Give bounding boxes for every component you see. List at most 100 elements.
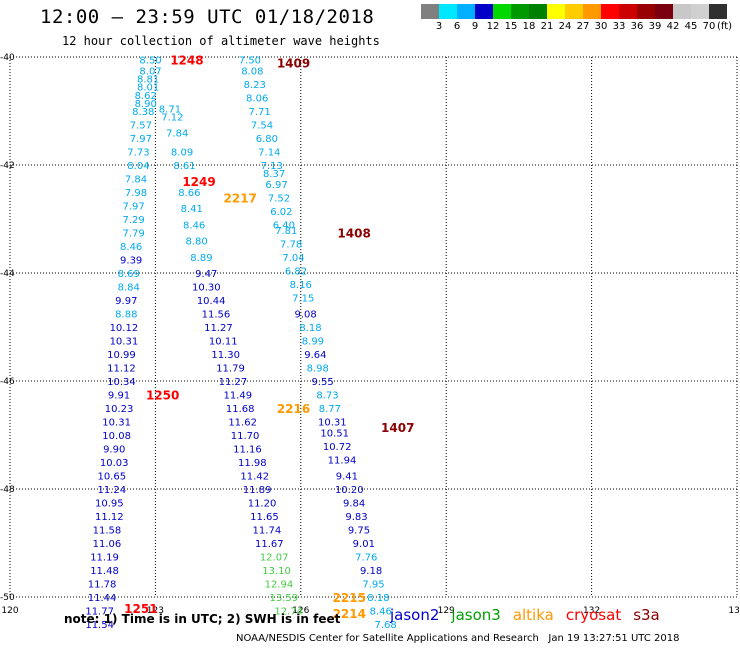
swh-value-label: 8.84 <box>118 283 140 294</box>
satellite-altika: altika <box>512 606 554 624</box>
swh-value-label: 7.97 <box>130 134 152 145</box>
swh-value-label: 11.27 <box>219 377 248 388</box>
swh-value-label: 8.90 <box>135 99 157 110</box>
swh-value-label: 10.11 <box>209 337 238 348</box>
satellite-jason2: jason2 <box>390 606 440 624</box>
swh-value-label: 10.23 <box>105 404 134 415</box>
swh-value-label: 8.38 <box>132 107 154 118</box>
swh-value-label: 8.89 <box>190 253 212 264</box>
swh-value-label: 7.97 <box>122 202 144 213</box>
legend-swatches <box>421 4 727 19</box>
swh-value-label: 9.83 <box>345 512 367 523</box>
swh-value-label: 7.95 <box>362 580 384 591</box>
swh-value-label: 8.61 <box>173 161 195 172</box>
satellite-jason3: jason3 <box>451 606 501 624</box>
legend-swatch <box>709 4 727 19</box>
swh-value-label: 11.58 <box>93 526 122 537</box>
swh-value-label: 7.15 <box>292 293 314 304</box>
swh-value-label: 8.66 <box>178 188 200 199</box>
swh-value-label: 11.06 <box>93 539 122 550</box>
legend-labels: 3 6 9 12 15 18 21 24 27 30 33 36 39 42 45 70 (ft) <box>421 21 732 35</box>
legend-label: 3 <box>435 21 443 32</box>
swh-value-label: 7.76 <box>355 553 377 564</box>
swh-value-label: 12.07 <box>260 553 289 564</box>
swh-value-label: 11.12 <box>95 512 124 523</box>
swh-value-label: 8.07 <box>139 67 161 78</box>
swh-value-label: 7.52 <box>268 193 290 204</box>
swh-value-label: 11.48 <box>90 566 119 577</box>
swh-value-label: 8.80 <box>185 237 207 248</box>
swh-value-label: 10.95 <box>95 499 124 510</box>
swh-value-label: 8.16 <box>290 280 312 291</box>
satellite-key: jason2 jason3 altika cryosat s3a <box>390 606 660 624</box>
swh-value-label: 11.16 <box>233 445 262 456</box>
swh-value-label: 8.46 <box>370 607 392 618</box>
legend-swatch <box>655 4 673 19</box>
legend-label: 42 <box>666 21 680 32</box>
swh-value-label: 10.08 <box>102 431 131 442</box>
legend-label: 70 <box>702 21 716 32</box>
legend-swatch <box>691 4 709 19</box>
swh-value-label: 9.08 <box>295 310 317 321</box>
swh-value-label: 8.41 <box>181 204 203 215</box>
swh-value-label: 7.84 <box>166 129 188 140</box>
swh-value-label: 9.75 <box>348 526 370 537</box>
legend-unit: (ft) <box>717 21 733 32</box>
x-tick-label: 120 <box>1 606 18 616</box>
swh-value-label: 7.79 <box>122 229 144 240</box>
swh-value-label: 11.56 <box>202 310 231 321</box>
swh-value-label: 10.65 <box>97 472 126 483</box>
swh-value-label: 7.14 <box>258 148 280 159</box>
swh-value-label: 8.73 <box>316 391 338 402</box>
swh-value-label: 11.44 <box>88 593 117 604</box>
swh-value-label: 12.94 <box>265 580 294 591</box>
swh-value-label: 7.81 <box>275 226 297 237</box>
swh-value-label: 9.97 <box>115 296 137 307</box>
swh-value-label: 13.10 <box>262 566 291 577</box>
legend-swatch <box>619 4 637 19</box>
swh-value-label: 9.41 <box>336 472 358 483</box>
x-tick-label: 135 <box>728 606 740 616</box>
swh-value-label: 8.77 <box>319 404 341 415</box>
legend-label: 30 <box>594 21 608 32</box>
legend-swatch <box>439 4 457 19</box>
swh-value-label: 11.74 <box>253 526 282 537</box>
units-note: note: 1) Time is in UTC; 2) SWH is in fe… <box>64 612 341 626</box>
swh-value-label: 10.44 <box>197 296 226 307</box>
swh-value-label: 6.02 <box>270 207 292 218</box>
swh-value-label: 10.31 <box>102 418 131 429</box>
swh-value-label: 8.08 <box>241 67 263 78</box>
swh-value-label: 8.98 <box>307 364 329 375</box>
legend-swatch <box>421 4 439 19</box>
pass-time-label: 2214 <box>333 607 366 621</box>
legend-swatch <box>511 4 529 19</box>
swh-value-label: 7.73 <box>127 148 149 159</box>
y-tick-label: -44 <box>0 269 15 279</box>
swh-value-label: 6.40 <box>273 220 295 231</box>
swh-value-label: 8.69 <box>118 269 140 280</box>
legend-swatch <box>475 4 493 19</box>
swh-value-label: 10.51 <box>320 428 349 439</box>
swh-value-label: 7.50 <box>239 56 261 67</box>
x-tick-label: 123 <box>147 606 164 616</box>
swh-value-label: 7.57 <box>130 121 152 132</box>
swh-value-label: 11.68 <box>226 404 255 415</box>
swh-value-label: 8.04 <box>127 161 149 172</box>
swh-value-label: 11.49 <box>223 391 252 402</box>
x-tick-label: 126 <box>292 606 309 616</box>
swh-value-label: 9.39 <box>120 256 142 267</box>
legend-swatch <box>583 4 601 19</box>
pass-time-label: 2215 <box>333 591 366 605</box>
swh-value-label: 7.78 <box>280 239 302 250</box>
y-tick-label: -48 <box>0 485 15 495</box>
pass-time-label: 1249 <box>182 175 215 189</box>
swh-value-label: 6.80 <box>256 134 278 145</box>
swh-value-label: 7.13 <box>261 161 283 172</box>
pass-time-label: 2216 <box>277 402 310 416</box>
swh-value-label: 8.99 <box>302 337 324 348</box>
pass-time-label: 2217 <box>224 191 257 205</box>
swh-value-label: 10.12 <box>110 323 139 334</box>
legend-swatch <box>547 4 565 19</box>
